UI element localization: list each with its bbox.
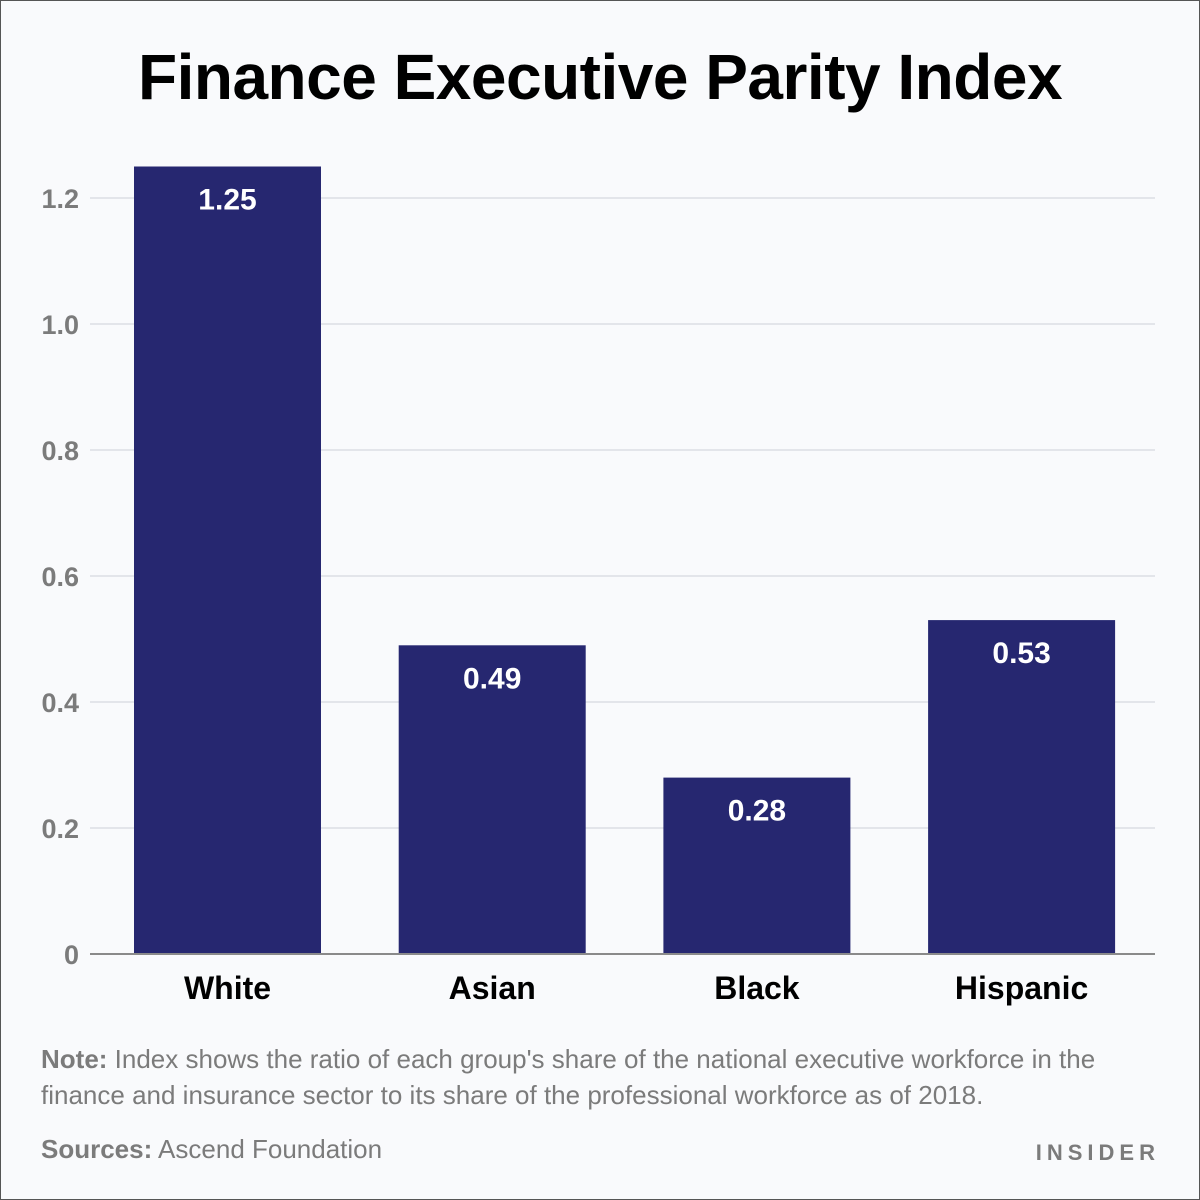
y-tick-label: 1.0 xyxy=(41,310,79,340)
chart-sources: Sources: Ascend Foundation xyxy=(41,1134,382,1165)
x-category-label: Hispanic xyxy=(955,970,1088,1006)
sources-text: Ascend Foundation xyxy=(152,1134,383,1164)
chart-note: Note: Index shows the ratio of each grou… xyxy=(41,1041,1171,1113)
bar-value-label: 0.49 xyxy=(463,662,521,695)
y-tick-label: 0.2 xyxy=(41,814,79,844)
x-category-label: Asian xyxy=(449,970,536,1006)
y-tick-label: 0.6 xyxy=(41,562,79,592)
x-category-label: White xyxy=(184,970,271,1006)
y-tick-label: 1.2 xyxy=(41,184,79,214)
y-tick-label: 0.8 xyxy=(41,436,79,466)
y-tick-label: 0.4 xyxy=(41,688,79,718)
bar xyxy=(663,777,851,954)
y-tick-label: 0 xyxy=(64,940,79,970)
bar xyxy=(398,645,586,954)
sources-label: Sources: xyxy=(41,1134,153,1164)
note-text: Index shows the ratio of each group's sh… xyxy=(41,1044,1096,1110)
chart-title: Finance Executive Parity Index xyxy=(137,41,1063,113)
brand-logo: INSIDER xyxy=(1035,1140,1160,1165)
bar xyxy=(928,620,1116,954)
bar xyxy=(134,166,321,954)
bar-value-label: 0.28 xyxy=(728,795,786,828)
note-label: Note: xyxy=(41,1044,108,1074)
bar-value-label: 1.25 xyxy=(198,184,256,217)
x-category-label: Black xyxy=(714,970,800,1006)
bar-value-label: 0.53 xyxy=(992,637,1050,670)
